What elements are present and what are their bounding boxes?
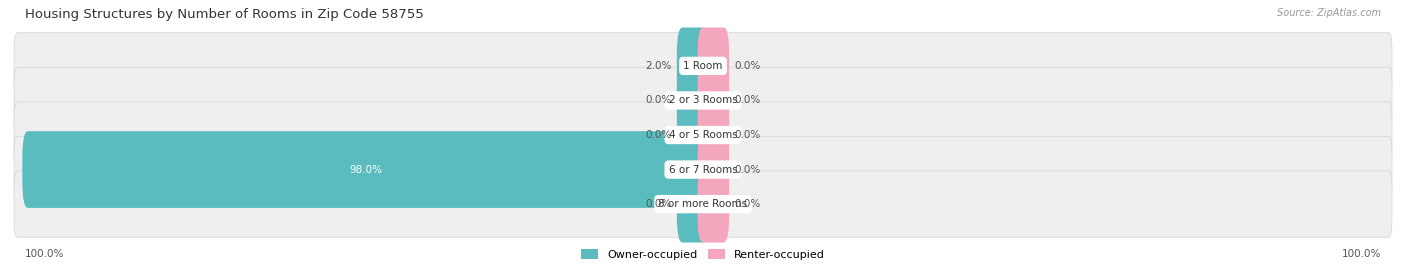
Text: 100.0%: 100.0% xyxy=(25,249,65,259)
Text: 100.0%: 100.0% xyxy=(1341,249,1381,259)
FancyBboxPatch shape xyxy=(697,28,730,104)
FancyBboxPatch shape xyxy=(14,171,1392,237)
Text: 8 or more Rooms: 8 or more Rooms xyxy=(658,199,748,209)
FancyBboxPatch shape xyxy=(14,33,1392,99)
FancyBboxPatch shape xyxy=(676,62,709,139)
Text: 0.0%: 0.0% xyxy=(645,199,672,209)
Text: 0.0%: 0.0% xyxy=(734,95,761,106)
Text: 0.0%: 0.0% xyxy=(734,164,761,175)
FancyBboxPatch shape xyxy=(14,102,1392,168)
Text: Source: ZipAtlas.com: Source: ZipAtlas.com xyxy=(1277,8,1381,18)
Text: 6 or 7 Rooms: 6 or 7 Rooms xyxy=(669,164,737,175)
Text: 0.0%: 0.0% xyxy=(734,130,761,140)
Text: 4 or 5 Rooms: 4 or 5 Rooms xyxy=(669,130,737,140)
FancyBboxPatch shape xyxy=(14,136,1392,203)
FancyBboxPatch shape xyxy=(676,166,709,242)
FancyBboxPatch shape xyxy=(697,166,730,242)
Text: 2 or 3 Rooms: 2 or 3 Rooms xyxy=(669,95,737,106)
Text: 2.0%: 2.0% xyxy=(645,61,672,71)
FancyBboxPatch shape xyxy=(676,97,709,173)
FancyBboxPatch shape xyxy=(697,62,730,139)
Text: Housing Structures by Number of Rooms in Zip Code 58755: Housing Structures by Number of Rooms in… xyxy=(25,8,425,21)
FancyBboxPatch shape xyxy=(22,131,709,208)
Text: 98.0%: 98.0% xyxy=(349,164,382,175)
FancyBboxPatch shape xyxy=(697,97,730,173)
FancyBboxPatch shape xyxy=(14,67,1392,134)
FancyBboxPatch shape xyxy=(697,131,730,208)
Legend: Owner-occupied, Renter-occupied: Owner-occupied, Renter-occupied xyxy=(576,245,830,264)
Text: 1 Room: 1 Room xyxy=(683,61,723,71)
FancyBboxPatch shape xyxy=(676,28,709,104)
Text: 0.0%: 0.0% xyxy=(645,95,672,106)
Text: 0.0%: 0.0% xyxy=(645,130,672,140)
Text: 0.0%: 0.0% xyxy=(734,61,761,71)
Text: 0.0%: 0.0% xyxy=(734,199,761,209)
